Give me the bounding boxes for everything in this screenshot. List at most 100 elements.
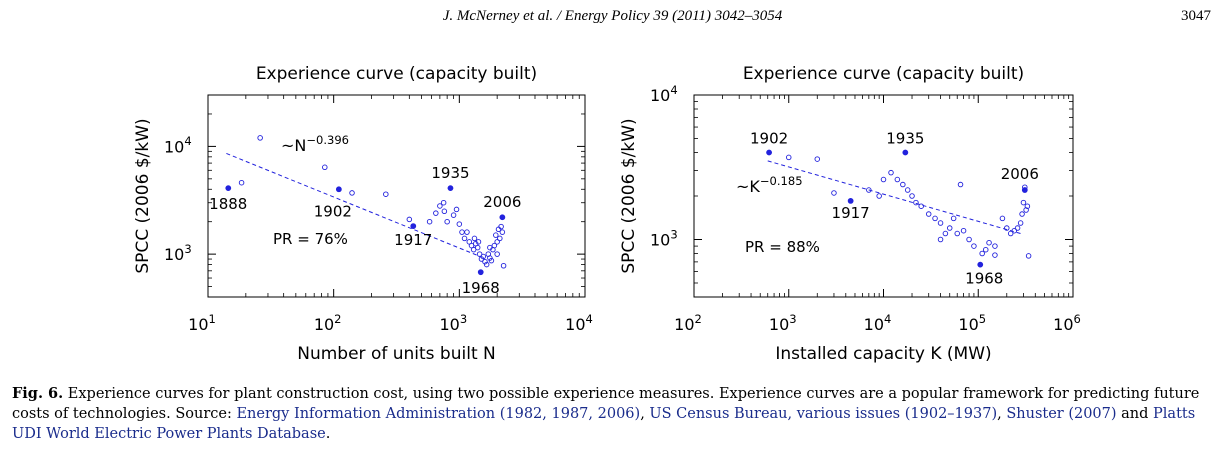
right-data-point	[900, 181, 906, 188]
right-data-point	[999, 215, 1006, 222]
right-data-point	[937, 236, 944, 243]
left-chart-title: Experience curve (capacity built)	[256, 64, 537, 84]
right-data-point	[971, 243, 977, 249]
left-data-point	[494, 239, 500, 245]
left-data-point	[440, 199, 447, 206]
right-data-point	[1004, 225, 1010, 231]
left-y-tick-label: 103	[164, 242, 192, 264]
right-data-point	[1020, 199, 1027, 206]
right-x-tick-label: 106	[1053, 312, 1081, 334]
right-y-axis-label: SPCC (2006 $/kW)	[619, 118, 639, 273]
left-data-point	[461, 235, 468, 242]
left-fit-annotation: ~N−0.396	[281, 133, 349, 155]
right-data-point	[880, 176, 887, 183]
right-data-point	[913, 199, 919, 206]
right-labeled-point	[847, 197, 854, 204]
right-labeled-point	[902, 149, 909, 156]
left-data-point	[471, 235, 478, 242]
left-data-point	[475, 239, 482, 245]
right-data-point	[909, 193, 915, 199]
caption-separator: ,	[640, 406, 650, 422]
right-data-point	[814, 156, 821, 162]
left-x-tick-label: 102	[314, 312, 342, 334]
journal-header: J. McNerney et al. / Energy Policy 39 (2…	[442, 8, 783, 24]
right-point-label: 1935	[886, 130, 924, 148]
right-data-point	[888, 169, 894, 176]
left-data-point	[474, 244, 481, 251]
right-data-point	[942, 230, 949, 237]
left-point-label: 1935	[431, 164, 469, 182]
left-data-point	[482, 258, 488, 265]
left-data-point	[444, 218, 450, 225]
figure-charts: 101 102 103 104 103 104 Experience curve (capa…	[133, 64, 1081, 364]
right-data-point	[904, 187, 911, 193]
left-data-point	[493, 232, 499, 238]
right-pr-annotation: PR = 88%	[745, 238, 820, 256]
left-data-point	[441, 208, 448, 215]
right-x-axis-label: Installed capacity K (MW)	[775, 344, 991, 364]
left-data-point	[491, 242, 498, 249]
left-data-point	[437, 203, 443, 209]
right-data-point	[946, 225, 953, 231]
right-point-label: 1917	[832, 204, 870, 222]
right-data-point	[1007, 230, 1014, 237]
right-fit-line	[767, 160, 1021, 234]
left-data-point	[238, 179, 245, 186]
left-point-label: 2006	[483, 193, 521, 211]
right-data-point	[992, 252, 998, 258]
left-data-point	[450, 212, 457, 218]
right-chart-title: Experience curve (capacity built)	[743, 64, 1024, 84]
right-point-label: 1968	[965, 270, 1003, 288]
right-data-point	[1011, 227, 1018, 234]
right-data-point	[786, 154, 792, 161]
right-data-point	[1017, 220, 1024, 226]
caption-reference-shuster[interactable]: Shuster (2007)	[1006, 406, 1117, 422]
right-point-label: 1902	[750, 130, 788, 148]
figure-caption: Fig. 6. Experience curves for plant cons…	[12, 384, 1212, 444]
left-data-point	[456, 221, 463, 227]
caption-separator: and	[1116, 406, 1154, 422]
caption-reference-eia[interactable]: Energy Information Administration (1982,…	[236, 406, 641, 422]
left-y-tick-label: 104	[164, 134, 192, 156]
right-labeled-point	[766, 149, 772, 156]
right-data-point	[966, 236, 972, 243]
right-data-point	[1025, 253, 1032, 259]
left-data-point	[349, 190, 355, 196]
right-data-point	[894, 176, 901, 183]
caption-reference-platts[interactable]: Platts UDI World Electric Power Plants D…	[12, 406, 1196, 442]
left-data-point	[464, 229, 470, 235]
right-data-point	[1019, 211, 1025, 217]
left-point-label: 1902	[314, 202, 352, 220]
left-x-tick-label: 103	[439, 312, 467, 334]
right-data-point	[1014, 225, 1021, 231]
left-pr-annotation: PR = 76%	[273, 230, 348, 248]
left-data-point	[500, 263, 507, 269]
right-data-point	[960, 227, 967, 234]
left-data-point	[499, 229, 506, 235]
right-y-tick-label: 103	[650, 227, 678, 249]
left-labeled-point	[225, 185, 232, 192]
right-plot-frame	[693, 94, 1074, 298]
left-data-point	[433, 210, 439, 216]
figure-label: Fig. 6.	[12, 385, 64, 402]
left-fit-line	[226, 152, 482, 258]
left-data-point	[459, 229, 465, 235]
left-data-point	[480, 253, 487, 260]
right-x-tick-label: 104	[864, 312, 892, 334]
right-data-point	[932, 215, 938, 222]
left-data-point	[322, 164, 328, 171]
left-point-label: 1968	[462, 279, 500, 297]
caption-reference-census[interactable]: US Census Bureau, various issues (1902–1…	[649, 406, 998, 422]
page-number: 3047	[1181, 8, 1211, 24]
left-data-point	[406, 216, 413, 223]
left-x-axis-label: Number of units built N	[297, 344, 495, 364]
left-labeled-point	[335, 186, 342, 193]
right-point-label: 2006	[1001, 165, 1039, 183]
left-y-axis-label: SPCC (2006 $/kW)	[133, 118, 153, 273]
right-data-point	[925, 211, 932, 217]
right-data-point	[937, 220, 944, 226]
left-data-point	[453, 206, 460, 213]
right-data-point	[954, 230, 960, 237]
left-data-point	[257, 135, 263, 141]
right-data-point	[986, 239, 992, 246]
